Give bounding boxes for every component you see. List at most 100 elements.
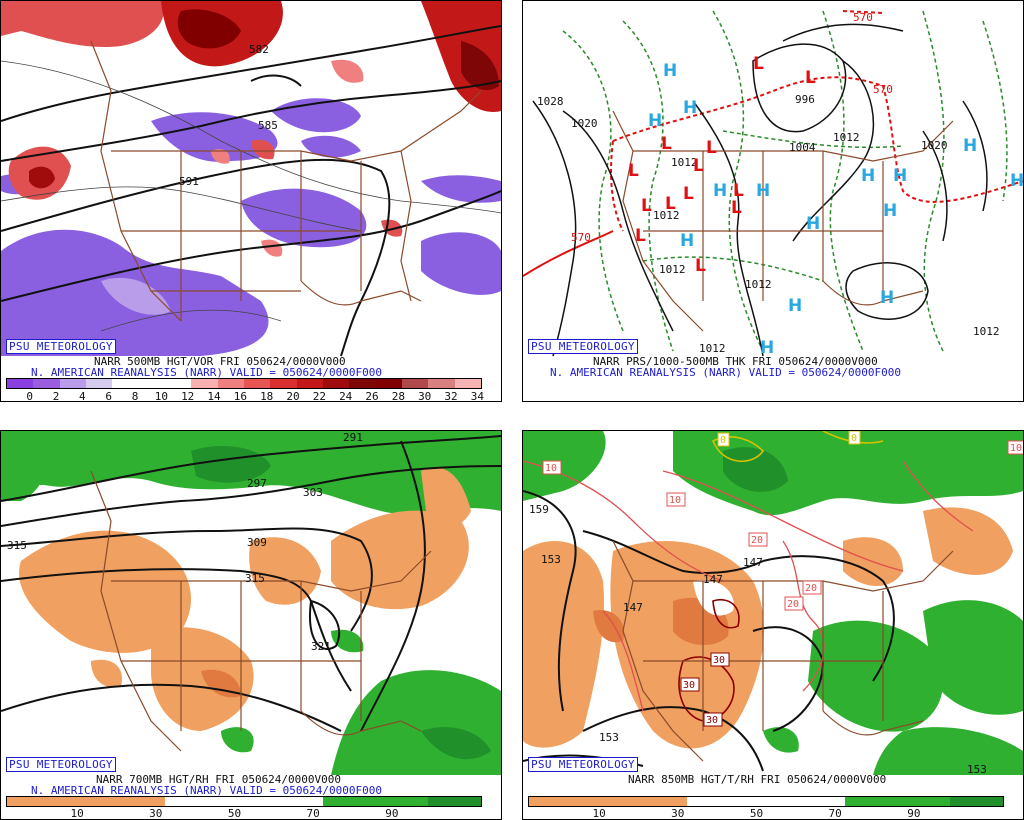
scale-swatch	[401, 379, 429, 388]
temperature-label: 0	[851, 433, 857, 444]
scale-label: 50	[227, 807, 242, 820]
contour-label: 591	[179, 175, 199, 188]
scale-label: 0	[26, 390, 33, 402]
high-pressure-marker: H	[756, 181, 770, 201]
contour-label: 1012	[653, 209, 680, 222]
high-pressure-marker: H	[680, 231, 694, 251]
low-pressure-marker: L	[731, 198, 742, 218]
contour-label: 1012	[973, 325, 1000, 338]
high-pressure-marker: H	[861, 166, 875, 186]
scale-label: 6	[105, 390, 112, 402]
scale-label: 4	[79, 390, 86, 402]
low-pressure-marker: L	[695, 256, 706, 276]
scale-label: 26	[365, 390, 379, 402]
chart-title: NARR 700MB HGT/RH FRI 050624/0000V000	[96, 773, 342, 786]
contour-label: 1004	[789, 141, 816, 154]
contour-label: 1028	[537, 95, 564, 108]
scale-swatch	[164, 379, 192, 388]
vorticity-map: 582 585 591	[1, 1, 501, 357]
low-pressure-marker: L	[706, 138, 717, 158]
scale-swatch	[739, 797, 793, 806]
temperature-label-box	[717, 432, 730, 447]
temperature-label-box	[1007, 440, 1023, 455]
scale-swatch	[59, 379, 86, 388]
contour-label: 1012	[671, 156, 698, 169]
chart-title: NARR 500MB HGT/VOR FRI 050624/0000V000	[94, 355, 346, 368]
chart-title: NARR 850MB HGT/T/RH FRI 050624/0000V000	[628, 773, 887, 786]
high-pressure-marker: H	[880, 288, 894, 308]
temperature-label: 30	[683, 680, 695, 691]
scale-label: 8	[131, 390, 139, 402]
psu-meteorology-label: PSU METEOROLOGY	[6, 757, 116, 772]
temperature-label: 10	[545, 463, 557, 474]
low-pressure-marker: L	[665, 194, 676, 214]
t850-map: 159 153 147 147 147 153 153 10 10 20 20 20 30…	[523, 431, 1023, 776]
chart-subtitle: N. AMERICAN REANALYSIS (NARR) VALID = 05…	[31, 784, 382, 797]
rh-scale-labels: 10 30 50 70 90	[6, 807, 480, 819]
contour-label: 321	[311, 640, 331, 653]
scale-label: 32	[444, 390, 458, 402]
scale-swatch	[375, 797, 429, 806]
scale-swatch	[897, 797, 951, 806]
scale-label: 30	[418, 390, 432, 402]
temperature-label-box	[710, 652, 730, 667]
low-pressure-marker: L	[641, 196, 652, 216]
low-pressure-marker: L	[628, 161, 639, 181]
rh-scale-labels: 10 30 50 70 90	[528, 807, 1002, 819]
scale-label: 70	[828, 807, 842, 820]
contour-label: 153	[967, 763, 987, 776]
temperature-label: 20	[805, 583, 817, 594]
contour-label: 585	[258, 119, 278, 132]
scale-label: 10	[592, 807, 606, 820]
contour-label: 1012	[833, 131, 860, 144]
contour-label: 309	[247, 536, 267, 549]
scale-swatch	[85, 379, 113, 388]
scale-swatch	[323, 797, 376, 806]
low-pressure-marker: L	[693, 156, 704, 176]
scale-swatch	[191, 379, 218, 388]
panel-pressure-thickness: 1028 1020 1012 1012 1012 1012 1012 1020 …	[522, 0, 1024, 402]
psu-meteorology-label: PSU METEOROLOGY	[528, 757, 638, 772]
scale-swatch	[112, 379, 139, 388]
high-pressure-marker: H	[663, 61, 677, 81]
rh-color-scale	[528, 796, 1004, 807]
panel-850mb-t-rh: 159 153 147 147 147 153 153 10 10 20 20 20 30…	[522, 430, 1024, 820]
thickness-label: 570	[853, 11, 873, 24]
scale-label: 2	[52, 390, 60, 402]
scale-swatch	[7, 797, 60, 806]
scale-swatch	[454, 379, 481, 388]
scale-label: 28	[391, 390, 405, 402]
scale-label: 24	[339, 390, 353, 402]
temperature-label-box	[848, 431, 861, 445]
scale-swatch	[845, 797, 898, 806]
scale-swatch	[634, 797, 688, 806]
high-pressure-marker: H	[1010, 171, 1023, 191]
vorticity-color-scale	[6, 378, 482, 389]
contour-label: 303	[303, 486, 323, 499]
rh700-map: 291 297 303 309 315 315 321	[1, 431, 501, 775]
high-pressure-marker: H	[963, 136, 977, 156]
scale-label: 18	[260, 390, 274, 402]
scale-label: 14	[207, 390, 221, 402]
psu-meteorology-label: PSU METEOROLOGY	[6, 339, 116, 354]
psu-meteorology-label: PSU METEOROLOGY	[528, 339, 638, 354]
scale-swatch	[581, 797, 635, 806]
scale-label: 90	[385, 807, 399, 820]
low-pressure-marker: L	[753, 54, 764, 74]
scale-swatch	[687, 797, 740, 806]
temperature-label: 30	[713, 655, 725, 666]
contour-label: 291	[343, 431, 363, 444]
contour-label: 1012	[699, 342, 726, 355]
scale-swatch	[217, 379, 244, 388]
panel-700mb-rh: 291 297 303 309 315 315 321 PSU METEOROL…	[0, 430, 502, 820]
contour-label: 147	[703, 573, 723, 586]
scale-swatch	[428, 379, 455, 388]
temperature-label-box	[784, 596, 804, 611]
temperature-label: 10	[1010, 443, 1022, 454]
thickness-label: 570	[571, 231, 591, 244]
scale-swatch	[270, 379, 297, 388]
scale-swatch	[428, 797, 482, 806]
high-pressure-marker: H	[806, 214, 820, 234]
chart-title: NARR PRS/1000-500MB THK FRI 050624/0000V…	[593, 355, 878, 368]
scale-label: 30	[671, 807, 685, 820]
